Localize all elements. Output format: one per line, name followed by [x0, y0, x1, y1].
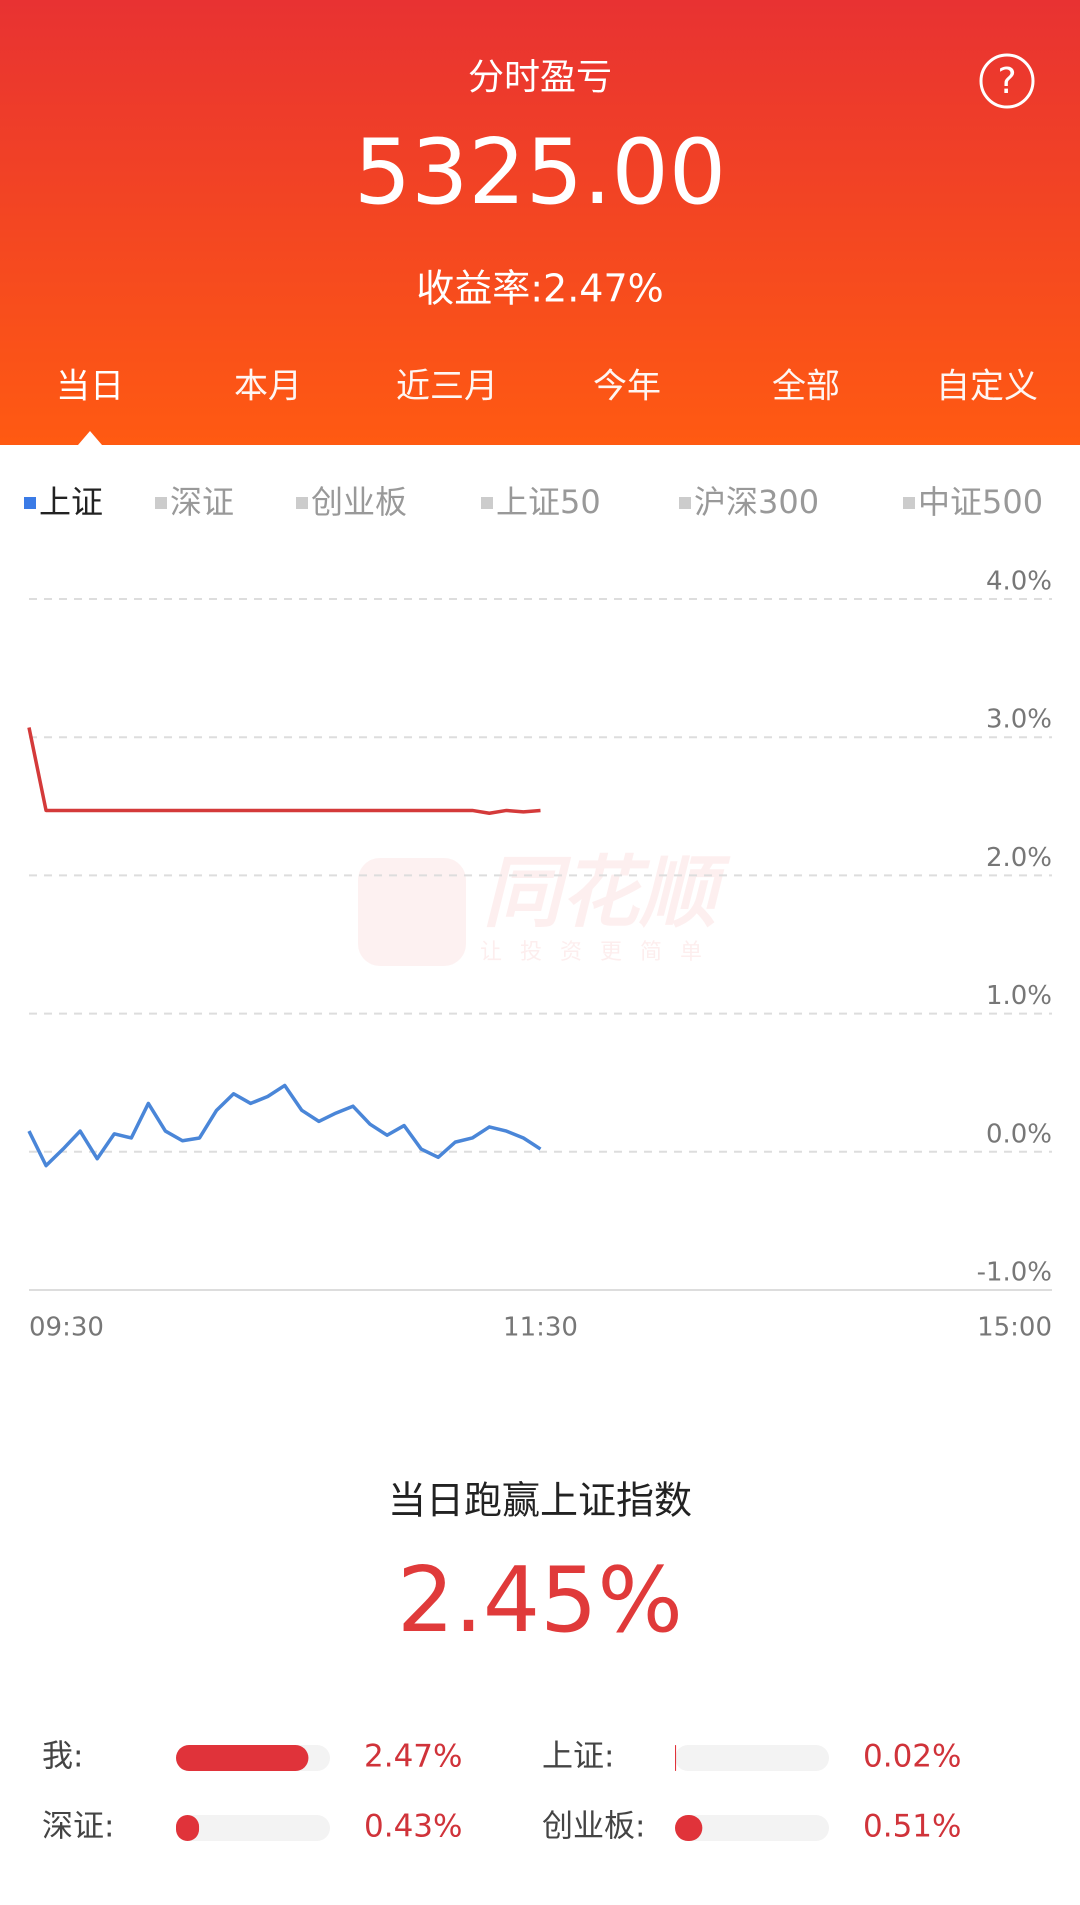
watermark-slogan: 让投资更简单 — [480, 940, 720, 965]
compare-bar — [176, 1815, 200, 1841]
series-line — [27, 727, 541, 815]
compare-label: 上证: — [542, 1739, 614, 1775]
legend-label[interactable]: 上证 — [39, 483, 103, 521]
legend-swatch[interactable] — [24, 497, 36, 509]
y-tick-label: 1.0% — [986, 981, 1052, 1011]
legend-swatch[interactable] — [679, 497, 691, 509]
help-icon: ? — [997, 61, 1016, 102]
tab[interactable]: 自定义 — [936, 367, 1038, 407]
y-tick-label: 2.0% — [986, 843, 1052, 873]
compare-value: 0.51% — [863, 1809, 961, 1845]
watermark-logo — [358, 858, 466, 966]
compare-label: 深证: — [42, 1809, 114, 1845]
compare-bar — [675, 1815, 703, 1841]
compare-bar — [675, 1745, 677, 1771]
y-tick-label: 3.0% — [986, 705, 1052, 735]
legend-swatch[interactable] — [481, 497, 493, 509]
return-rate: 收益率:2.47% — [416, 267, 664, 311]
y-tick-label: -1.0% — [977, 1258, 1052, 1288]
compare-value: 0.43% — [364, 1809, 462, 1845]
tab[interactable]: 今年 — [593, 367, 661, 407]
header-title: 分时盈亏 — [468, 57, 612, 98]
tab[interactable]: 本月 — [234, 367, 302, 407]
compare-bar — [176, 1745, 309, 1771]
compare-track — [675, 1815, 829, 1841]
y-tick-label: 0.0% — [986, 1119, 1052, 1149]
tab[interactable]: 当日 — [56, 367, 124, 407]
series-line — [27, 1083, 542, 1168]
tab[interactable]: 近三月 — [396, 367, 498, 407]
x-tick-label: 09:30 — [29, 1313, 104, 1343]
active-tab-indicator — [78, 431, 102, 445]
legend-label[interactable]: 上证50 — [496, 483, 601, 521]
compare-value: 0.02% — [863, 1739, 961, 1775]
help-button[interactable] — [979, 53, 1035, 109]
x-tick-label: 15:00 — [977, 1313, 1052, 1343]
watermark-brand: 同花顺 — [483, 848, 731, 938]
y-tick-label: 4.0% — [986, 567, 1052, 597]
compare-track — [675, 1745, 829, 1771]
summary-value: 2.45% — [397, 1548, 683, 1653]
compare-track — [176, 1815, 330, 1841]
legend-swatch[interactable] — [903, 497, 915, 509]
header-value: 5325.00 — [354, 120, 726, 225]
legend-label[interactable]: 沪深300 — [694, 483, 819, 521]
legend-label[interactable]: 中证500 — [918, 483, 1043, 521]
legend-swatch[interactable] — [296, 497, 308, 509]
legend-swatch[interactable] — [155, 497, 167, 509]
compare-label: 创业板: — [542, 1809, 645, 1845]
summary-label: 当日跑赢上证指数 — [388, 1479, 692, 1523]
legend-label[interactable]: 深证 — [170, 483, 234, 521]
x-tick-label: 11:30 — [503, 1313, 578, 1343]
legend-label[interactable]: 创业板 — [311, 483, 407, 521]
compare-value: 2.47% — [364, 1739, 462, 1775]
compare-label: 我: — [42, 1739, 83, 1775]
header-bg — [0, 0, 1080, 445]
tab[interactable]: 全部 — [772, 367, 840, 407]
